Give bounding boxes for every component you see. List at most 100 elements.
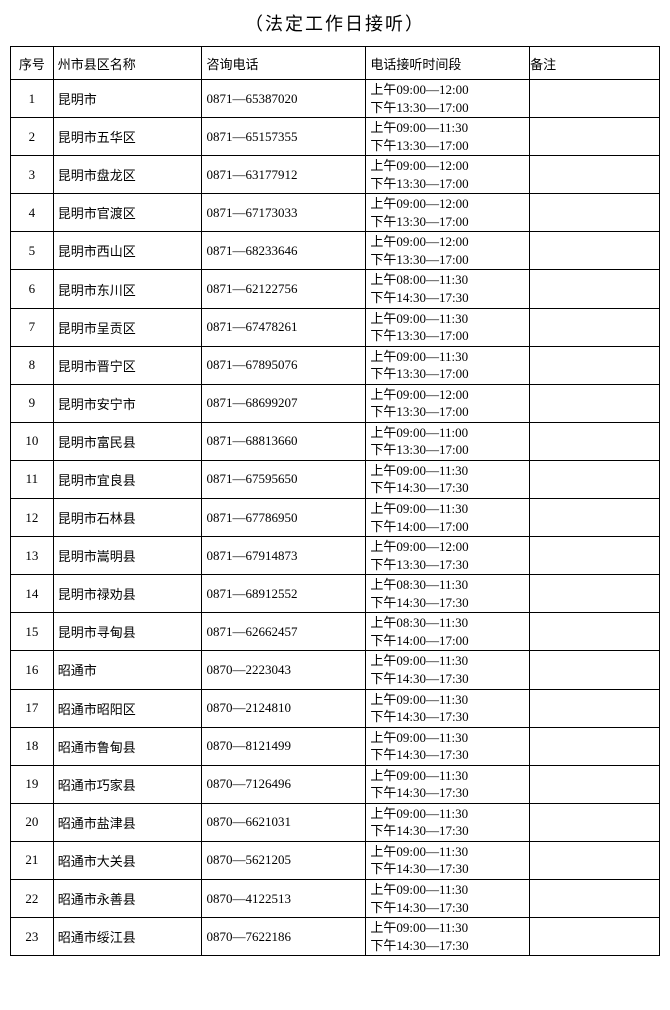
cell-note xyxy=(530,537,660,575)
table-row: 19昭通市巧家县0870—7126496上午09:00—11:30下午14:30… xyxy=(11,765,660,803)
cell-time: 上午08:30—11:30下午14:00—17:00 xyxy=(366,613,530,651)
cell-time: 上午09:00—12:00下午13:30—17:30 xyxy=(366,537,530,575)
cell-district: 昭通市 xyxy=(53,651,202,689)
cell-note xyxy=(530,689,660,727)
cell-num: 15 xyxy=(11,613,54,651)
time-line-am: 上午09:00—11:30 xyxy=(370,843,529,861)
cell-num: 8 xyxy=(11,346,54,384)
cell-num: 11 xyxy=(11,460,54,498)
time-line-pm: 下午14:00—17:00 xyxy=(370,632,529,650)
time-line-am: 上午09:00—11:30 xyxy=(370,348,529,366)
time-line-pm: 下午14:30—17:30 xyxy=(370,479,529,497)
cell-num: 12 xyxy=(11,499,54,537)
time-line-am: 上午09:00—12:00 xyxy=(370,157,529,175)
cell-district: 昭通市盐津县 xyxy=(53,803,202,841)
cell-phone: 0871—63177912 xyxy=(202,156,366,194)
time-line-am: 上午09:00—11:30 xyxy=(370,691,529,709)
table-row: 18昭通市鲁甸县0870—8121499上午09:00—11:30下午14:30… xyxy=(11,727,660,765)
cell-phone: 0871—67786950 xyxy=(202,499,366,537)
cell-phone: 0871—68912552 xyxy=(202,575,366,613)
cell-district: 昆明市寻甸县 xyxy=(53,613,202,651)
cell-num: 9 xyxy=(11,384,54,422)
cell-note xyxy=(530,879,660,917)
cell-time: 上午09:00—11:30下午13:30—17:00 xyxy=(366,346,530,384)
cell-num: 5 xyxy=(11,232,54,270)
cell-time: 上午09:00—11:30下午14:30—17:30 xyxy=(366,765,530,803)
cell-phone: 0871—67914873 xyxy=(202,537,366,575)
table-row: 15昆明市寻甸县0871—62662457上午08:30—11:30下午14:0… xyxy=(11,613,660,651)
cell-num: 1 xyxy=(11,80,54,118)
time-line-pm: 下午14:30—17:30 xyxy=(370,594,529,612)
cell-phone: 0871—62662457 xyxy=(202,613,366,651)
header-district: 州市县区名称 xyxy=(53,47,202,80)
time-line-am: 上午09:00—12:00 xyxy=(370,195,529,213)
table-row: 17昭通市昭阳区0870—2124810上午09:00—11:30下午14:30… xyxy=(11,689,660,727)
time-line-am: 上午09:00—11:30 xyxy=(370,119,529,137)
time-line-am: 上午09:00—11:30 xyxy=(370,805,529,823)
time-line-am: 上午09:00—11:30 xyxy=(370,310,529,328)
time-line-pm: 下午13:30—17:00 xyxy=(370,175,529,193)
table-row: 16昭通市0870—2223043上午09:00—11:30下午14:30—17… xyxy=(11,651,660,689)
time-line-pm: 下午13:30—17:00 xyxy=(370,99,529,117)
cell-note xyxy=(530,232,660,270)
time-line-am: 上午09:00—11:30 xyxy=(370,500,529,518)
cell-note xyxy=(530,156,660,194)
table-row: 7昆明市呈贡区0871—67478261上午09:00—11:30下午13:30… xyxy=(11,308,660,346)
cell-note xyxy=(530,422,660,460)
cell-note xyxy=(530,194,660,232)
table-row: 9昆明市安宁市0871—68699207上午09:00—12:00下午13:30… xyxy=(11,384,660,422)
cell-note xyxy=(530,575,660,613)
cell-num: 18 xyxy=(11,727,54,765)
time-line-pm: 下午13:30—17:30 xyxy=(370,556,529,574)
table-row: 11昆明市宜良县0871—67595650上午09:00—11:30下午14:3… xyxy=(11,460,660,498)
cell-phone: 0870—7622186 xyxy=(202,918,366,956)
table-row: 14昆明市禄劝县0871—68912552上午08:30—11:30下午14:3… xyxy=(11,575,660,613)
cell-district: 昆明市五华区 xyxy=(53,118,202,156)
cell-time: 上午09:00—11:30下午14:30—17:30 xyxy=(366,460,530,498)
cell-time: 上午09:00—11:30下午14:00—17:00 xyxy=(366,499,530,537)
cell-time: 上午09:00—12:00下午13:30—17:00 xyxy=(366,156,530,194)
cell-district: 昭通市绥江县 xyxy=(53,918,202,956)
table-row: 4昆明市官渡区0871—67173033上午09:00—12:00下午13:30… xyxy=(11,194,660,232)
cell-num: 13 xyxy=(11,537,54,575)
cell-note xyxy=(530,80,660,118)
cell-num: 16 xyxy=(11,651,54,689)
cell-num: 21 xyxy=(11,841,54,879)
contact-table: 序号 州市县区名称 咨询电话 电话接听时间段 备注 1昆明市0871—65387… xyxy=(10,46,660,956)
cell-phone: 0871—68233646 xyxy=(202,232,366,270)
cell-note xyxy=(530,460,660,498)
table-row: 22昭通市永善县0870—4122513上午09:00—11:30下午14:30… xyxy=(11,879,660,917)
cell-note xyxy=(530,499,660,537)
time-line-am: 上午09:00—11:30 xyxy=(370,462,529,480)
time-line-pm: 下午14:30—17:30 xyxy=(370,289,529,307)
cell-num: 22 xyxy=(11,879,54,917)
cell-time: 上午09:00—11:30下午14:30—17:30 xyxy=(366,689,530,727)
cell-district: 昭通市鲁甸县 xyxy=(53,727,202,765)
cell-phone: 0870—2124810 xyxy=(202,689,366,727)
cell-time: 上午09:00—11:30下午14:30—17:30 xyxy=(366,841,530,879)
cell-note xyxy=(530,841,660,879)
time-line-pm: 下午13:30—17:00 xyxy=(370,403,529,421)
cell-phone: 0870—2223043 xyxy=(202,651,366,689)
cell-district: 昭通市巧家县 xyxy=(53,765,202,803)
cell-note xyxy=(530,727,660,765)
cell-district: 昆明市富民县 xyxy=(53,422,202,460)
cell-phone: 0870—8121499 xyxy=(202,727,366,765)
cell-note xyxy=(530,270,660,308)
table-row: 23昭通市绥江县0870—7622186上午09:00—11:30下午14:30… xyxy=(11,918,660,956)
time-line-am: 上午09:00—12:00 xyxy=(370,386,529,404)
time-line-pm: 下午13:30—17:00 xyxy=(370,327,529,345)
header-num: 序号 xyxy=(11,47,54,80)
cell-district: 昆明市安宁市 xyxy=(53,384,202,422)
cell-phone: 0871—67895076 xyxy=(202,346,366,384)
cell-district: 昆明市嵩明县 xyxy=(53,537,202,575)
time-line-am: 上午09:00—11:30 xyxy=(370,919,529,937)
cell-phone: 0871—65157355 xyxy=(202,118,366,156)
time-line-am: 上午09:00—12:00 xyxy=(370,233,529,251)
table-row: 21昭通市大关县0870—5621205上午09:00—11:30下午14:30… xyxy=(11,841,660,879)
cell-phone: 0871—65387020 xyxy=(202,80,366,118)
cell-phone: 0870—4122513 xyxy=(202,879,366,917)
time-line-am: 上午08:30—11:30 xyxy=(370,576,529,594)
table-row: 20昭通市盐津县0870—6621031上午09:00—11:30下午14:30… xyxy=(11,803,660,841)
cell-time: 上午09:00—11:30下午14:30—17:30 xyxy=(366,651,530,689)
